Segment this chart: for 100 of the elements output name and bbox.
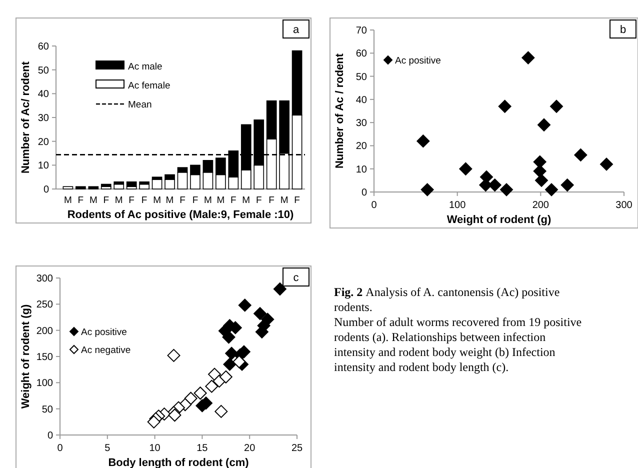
x-tick-label: 5: [104, 443, 111, 454]
point: [535, 174, 548, 187]
x-tick-label: F: [192, 195, 198, 206]
bar: [88, 186, 99, 190]
x-tick-label: F: [268, 195, 275, 206]
x-tick-label: 25: [291, 443, 303, 454]
y-tick-label: 60: [38, 42, 50, 52]
point: [500, 183, 513, 196]
point: [488, 178, 502, 192]
x-tick-label: M: [64, 195, 72, 206]
legend-label: Ac positive: [395, 55, 441, 66]
y-tick-label: 30: [38, 113, 50, 124]
y-tick-label: 60: [356, 48, 368, 60]
x-tick-label: F: [78, 195, 84, 206]
point: [459, 162, 472, 176]
bar: [139, 184, 150, 190]
point: [223, 358, 236, 371]
point: [205, 380, 218, 393]
bar: [100, 184, 112, 188]
x-axis-title: Rodents of Ac positive (Male:9, Female :10): [67, 209, 294, 221]
x-tick-label: F: [180, 195, 186, 206]
x-tick-label: F: [294, 195, 300, 206]
x-tick-label: M: [204, 195, 212, 206]
x-tick-label: M: [166, 195, 174, 206]
x-tick-label: 200: [532, 200, 550, 211]
point: [479, 178, 492, 192]
y-tick-label: 50: [38, 65, 50, 76]
point: [560, 178, 574, 192]
x-tick-label: 300: [616, 200, 633, 211]
x-tick-label: M: [280, 195, 288, 206]
x-tick-label: F: [141, 195, 148, 206]
x-axis-title: Weight of rodent (g): [446, 214, 552, 226]
x-tick-label: 10: [149, 443, 161, 454]
y-tick-label: 40: [38, 89, 50, 100]
point: [273, 282, 286, 296]
point: [533, 164, 546, 178]
point: [254, 307, 267, 320]
y-tick-label: 150: [36, 352, 54, 363]
legend-label: Ac male: [128, 61, 162, 72]
bar: [62, 186, 74, 190]
y-tick-label: 100: [36, 378, 54, 390]
bar: [114, 184, 124, 190]
point: [522, 51, 535, 64]
point: [498, 100, 512, 113]
legend-label: Ac negative: [81, 344, 131, 356]
x-tick-label: F: [256, 195, 262, 206]
chart-title: c: [293, 272, 300, 284]
y-tick-label: 200: [36, 326, 54, 337]
text: Number of adult worms recovered from 19 positive rodents (a). Relationships between infection intensity and rodent body weight (b) Infection intensity and rodent body length (c).: [334, 315, 582, 374]
point: [533, 155, 546, 168]
y-tick-label: 50: [42, 404, 54, 416]
y-tick-label: 0: [43, 184, 50, 196]
point: [147, 415, 160, 428]
text: Fig. 2: [334, 285, 366, 299]
bar: [76, 186, 86, 190]
y-tick-label: 70: [356, 26, 368, 36]
x-tick-label: F: [230, 195, 237, 206]
x-tick-label: M: [216, 195, 225, 206]
point: [574, 148, 588, 162]
point: [219, 370, 232, 384]
y-tick-label: 300: [36, 274, 54, 284]
point: [214, 404, 228, 418]
y-tick-label: 20: [38, 136, 50, 148]
y-tick-label: 50: [356, 72, 368, 83]
x-tick-label: F: [103, 195, 110, 206]
x-tick-label: 0: [371, 200, 378, 211]
x-tick-label: 100: [448, 200, 466, 211]
y-tick-label: 0: [361, 188, 368, 198]
point: [545, 183, 558, 196]
point: [538, 118, 550, 132]
point: [550, 100, 563, 113]
point: [238, 298, 252, 312]
y-tick-label: 40: [356, 94, 368, 106]
y-tick-label: 250: [36, 300, 54, 311]
chart-title: a: [292, 24, 300, 36]
x-tick-label: F: [128, 195, 135, 206]
y-tick-label: 10: [356, 164, 368, 176]
x-tick-label: M: [89, 195, 98, 206]
legend-label: Ac female: [128, 80, 170, 92]
legend-label: Mean: [128, 99, 152, 110]
point: [167, 348, 180, 362]
point: [184, 392, 198, 405]
x-tick-label: 0: [57, 443, 64, 454]
x-tick-label: M: [153, 195, 162, 206]
x-tick-label: M: [114, 195, 123, 206]
y-tick-label: 20: [356, 141, 368, 152]
point: [232, 355, 246, 368]
point: [222, 330, 236, 344]
point: [416, 134, 430, 148]
y-tick-label: 30: [356, 118, 368, 130]
chart-title: b: [620, 24, 626, 36]
x-tick-label: 20: [244, 443, 256, 454]
y-axis-title: Weight of rodent (g): [20, 304, 32, 409]
y-axis-title: Number of Ac/ rodent: [20, 61, 32, 174]
y-axis-title: Number of Ac / rodent: [334, 53, 346, 169]
point: [600, 158, 613, 171]
y-tick-label: 0: [47, 430, 54, 442]
point: [420, 183, 434, 196]
bar: [126, 181, 137, 188]
point: [168, 408, 182, 422]
